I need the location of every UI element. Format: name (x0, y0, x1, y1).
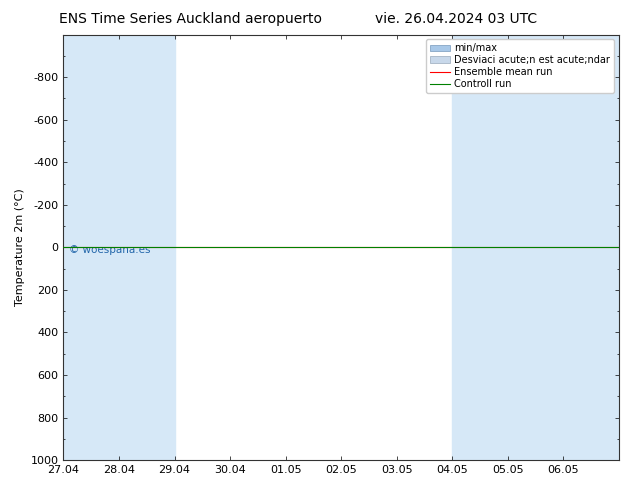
Bar (564, 35, 619, 460)
Bar (63, 35, 174, 460)
Text: vie. 26.04.2024 03 UTC: vie. 26.04.2024 03 UTC (375, 12, 538, 26)
Text: ENS Time Series Auckland aeropuerto: ENS Time Series Auckland aeropuerto (59, 12, 321, 26)
Text: © woespana.es: © woespana.es (69, 245, 150, 255)
Y-axis label: Temperature 2m (°C): Temperature 2m (°C) (15, 189, 25, 306)
Legend: min/max, Desviaci acute;n est acute;ndar, Ensemble mean run, Controll run: min/max, Desviaci acute;n est acute;ndar… (426, 40, 614, 93)
Bar (452, 35, 564, 460)
